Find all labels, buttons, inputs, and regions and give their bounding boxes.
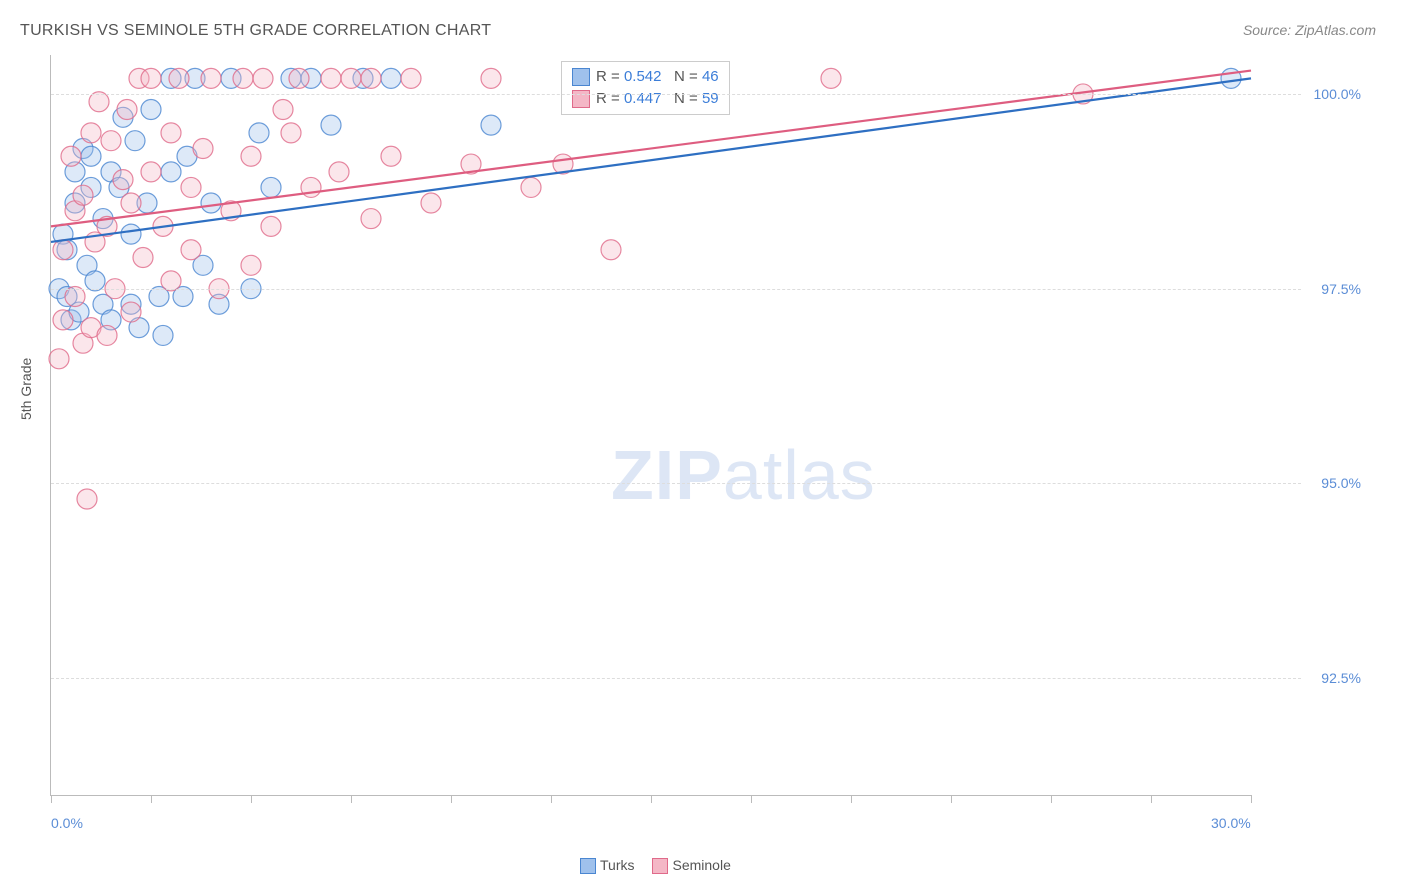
legend-swatch — [572, 68, 590, 86]
y-tick-label: 92.5% — [1281, 670, 1361, 686]
x-tick — [151, 795, 152, 803]
scatter-point — [341, 68, 361, 88]
legend-label: Seminole — [672, 857, 730, 873]
scatter-point — [249, 123, 269, 143]
legend-text: R = 0.447 N = 59 — [596, 88, 719, 110]
x-tick — [51, 795, 52, 803]
scatter-point — [113, 170, 133, 190]
scatter-point — [73, 185, 93, 205]
x-tick — [851, 795, 852, 803]
x-tick — [1251, 795, 1252, 803]
chart-title: TURKISH VS SEMINOLE 5TH GRADE CORRELATIO… — [20, 22, 491, 40]
scatter-point — [261, 177, 281, 197]
scatter-point — [121, 302, 141, 322]
legend-swatch — [580, 858, 596, 874]
bottom-legend-item: Turks — [580, 857, 634, 874]
scatter-point — [321, 68, 341, 88]
scatter-point — [521, 177, 541, 197]
legend-row: R = 0.447 N = 59 — [572, 88, 719, 110]
scatter-point — [97, 325, 117, 345]
scatter-point — [193, 138, 213, 158]
y-tick-label: 97.5% — [1281, 281, 1361, 297]
scatter-point — [141, 162, 161, 182]
y-axis-label: 5th Grade — [18, 358, 34, 420]
scatter-point — [601, 240, 621, 260]
scatter-point — [53, 240, 73, 260]
scatter-point — [273, 100, 293, 120]
source-label: Source: ZipAtlas.com — [1243, 22, 1376, 38]
x-tick — [1151, 795, 1152, 803]
scatter-point — [253, 68, 273, 88]
scatter-point — [329, 162, 349, 182]
y-tick-label: 100.0% — [1281, 86, 1361, 102]
scatter-point — [141, 68, 161, 88]
scatter-point — [133, 248, 153, 268]
legend-label: Turks — [600, 857, 634, 873]
x-tick-label: 30.0% — [1211, 815, 1251, 831]
x-tick — [751, 795, 752, 803]
legend-swatch — [572, 90, 590, 108]
scatter-point — [321, 115, 341, 135]
scatter-point — [141, 100, 161, 120]
scatter-point — [201, 193, 221, 213]
scatter-point — [153, 325, 173, 345]
scatter-point — [289, 68, 309, 88]
scatter-point — [241, 146, 261, 166]
x-tick — [651, 795, 652, 803]
scatter-point — [161, 123, 181, 143]
scatter-point — [381, 68, 401, 88]
x-tick — [1051, 795, 1052, 803]
plot-area: ZIPatlas R = 0.542 N = 46R = 0.447 N = 5… — [50, 55, 1251, 796]
scatter-point — [181, 177, 201, 197]
scatter-point — [101, 131, 121, 151]
scatter-point — [121, 224, 141, 244]
scatter-point — [125, 131, 145, 151]
scatter-point — [117, 100, 137, 120]
x-tick — [351, 795, 352, 803]
legend-swatch — [652, 858, 668, 874]
x-tick — [551, 795, 552, 803]
scatter-point — [281, 123, 301, 143]
x-tick — [251, 795, 252, 803]
scatter-point — [233, 68, 253, 88]
scatter-point — [821, 68, 841, 88]
gridline-h — [51, 678, 1301, 679]
scatter-point — [61, 146, 81, 166]
scatter-point — [481, 115, 501, 135]
scatter-point — [481, 68, 501, 88]
gridline-h — [51, 289, 1301, 290]
legend-text: R = 0.542 N = 46 — [596, 66, 719, 88]
x-tick-label: 0.0% — [51, 815, 83, 831]
stat-legend: R = 0.542 N = 46R = 0.447 N = 59 — [561, 61, 730, 115]
scatter-point — [81, 146, 101, 166]
bottom-legend: Turks Seminole — [580, 857, 731, 874]
gridline-h — [51, 483, 1301, 484]
scatter-point — [181, 240, 201, 260]
scatter-point — [169, 68, 189, 88]
scatter-point — [49, 349, 69, 369]
legend-row: R = 0.542 N = 46 — [572, 66, 719, 88]
scatter-point — [53, 310, 73, 330]
bottom-legend-item: Seminole — [652, 857, 730, 874]
scatter-point — [77, 489, 97, 509]
gridline-h — [51, 94, 1301, 95]
scatter-point — [201, 68, 221, 88]
scatter-point — [401, 68, 421, 88]
scatter-point — [241, 255, 261, 275]
scatter-point — [361, 209, 381, 229]
scatter-point — [361, 68, 381, 88]
chart-svg — [51, 55, 1251, 795]
x-tick — [951, 795, 952, 803]
scatter-point — [161, 162, 181, 182]
x-tick — [451, 795, 452, 803]
scatter-point — [121, 193, 141, 213]
y-tick-label: 95.0% — [1281, 475, 1361, 491]
scatter-point — [381, 146, 401, 166]
scatter-point — [81, 123, 101, 143]
scatter-point — [261, 216, 281, 236]
scatter-point — [421, 193, 441, 213]
